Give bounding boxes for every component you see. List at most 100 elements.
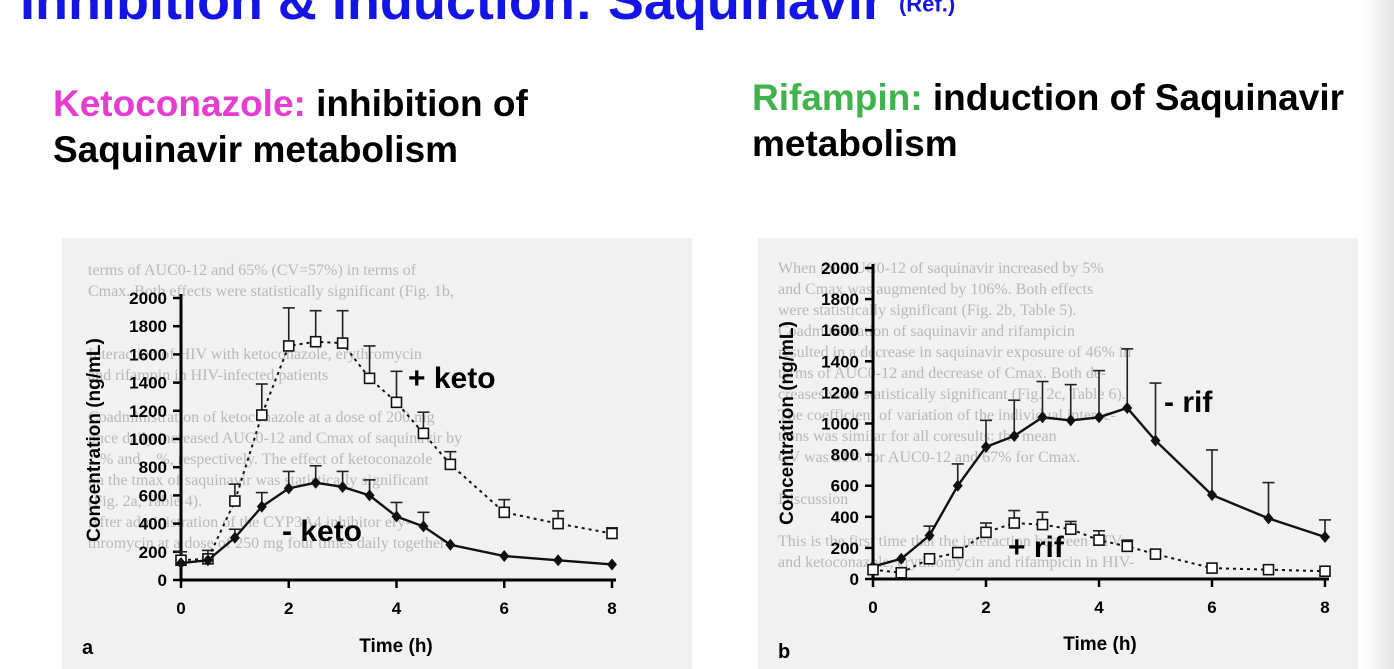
bg-line: When the AUC0-12 of saquinavir increased… bbox=[778, 260, 1104, 277]
data-point-diamond bbox=[256, 500, 267, 513]
data-point-square bbox=[1121, 540, 1134, 553]
data-point-diamond bbox=[1150, 434, 1161, 447]
y-tick-label: 1200 bbox=[129, 402, 167, 421]
x-tick-label: 6 bbox=[500, 599, 509, 618]
data-point-diamond bbox=[1320, 531, 1330, 544]
data-point-square bbox=[1206, 562, 1218, 574]
data-point-square bbox=[256, 409, 268, 421]
panel-letter: b bbox=[778, 641, 790, 663]
bg-line: The coefficient of variation of the indi… bbox=[778, 407, 1116, 424]
data-point-square bbox=[282, 340, 295, 352]
bg-line: tions was similar for all coresults: the… bbox=[778, 428, 1057, 445]
data-point-diamond bbox=[1122, 401, 1133, 414]
bg-line: Interaction of HIV with ketoconazole, er… bbox=[88, 346, 422, 363]
bg-line: resulted in a decrease in saquinavir exp… bbox=[778, 344, 1132, 361]
data-point-square bbox=[606, 527, 618, 540]
data-point-square bbox=[1064, 523, 1077, 536]
y-tick-label: 1800 bbox=[821, 290, 859, 309]
bg-line: This is the first time that the interact… bbox=[778, 533, 1123, 550]
slide-title: Inhibition & Induction: Saquinavir (Ref.… bbox=[20, 0, 955, 32]
series-line bbox=[180, 340, 613, 562]
data-point-square bbox=[867, 563, 879, 576]
bg-line: ...% and ...%, respectively. The effect … bbox=[88, 451, 433, 468]
data-point-square bbox=[895, 566, 908, 579]
figure-b: When the AUC0-12 of saquinavir increased… bbox=[758, 238, 1358, 669]
series-line bbox=[872, 406, 1326, 568]
y-tick-label: 1800 bbox=[129, 317, 167, 336]
data-point-diamond bbox=[1037, 411, 1048, 424]
bg-line: were statistically significant (Fig. 2b,… bbox=[778, 302, 1077, 319]
x-tick-label: 2 bbox=[981, 598, 990, 617]
data-point-diamond bbox=[1263, 512, 1274, 525]
y-tick-label: 1200 bbox=[821, 383, 859, 402]
series-dashed bbox=[867, 509, 1331, 579]
data-point-diamond bbox=[1009, 429, 1020, 442]
data-point-diamond bbox=[337, 480, 348, 493]
x-tick-label: 0 bbox=[868, 598, 877, 617]
heading-text-inhibition: inhibition of Saquinavir metabolism bbox=[53, 83, 528, 170]
data-point-diamond bbox=[607, 558, 617, 571]
bg-line: terms of AUC0-12 and decrease of Cmax. B… bbox=[778, 365, 1107, 382]
heading-highlight-rifampin: Rifampin: bbox=[752, 77, 923, 118]
bg-line: terms of AUC0-12 and 65% (CV=57%) in ter… bbox=[88, 262, 417, 279]
y-tick-label: 600 bbox=[831, 477, 859, 496]
data-point-square bbox=[552, 517, 564, 530]
data-point-square bbox=[1319, 565, 1331, 578]
data-point-diamond bbox=[553, 554, 564, 567]
y-tick-label: 0 bbox=[158, 571, 167, 590]
right-edge-shadow bbox=[1364, 0, 1394, 669]
y-tick-label: 0 bbox=[850, 570, 859, 589]
y-tick-label: 200 bbox=[831, 539, 859, 558]
y-tick-label: 1000 bbox=[129, 430, 167, 449]
background-text-left: terms of AUC0-12 and 65% (CV=57%) in ter… bbox=[88, 260, 688, 554]
y-tick-label: 400 bbox=[831, 508, 859, 527]
y-tick-label: 1600 bbox=[821, 321, 859, 340]
series-line bbox=[180, 481, 613, 566]
bg-line: creases were statistically significant (… bbox=[778, 386, 1126, 403]
y-tick-label: 1400 bbox=[129, 374, 167, 393]
data-point-square bbox=[1008, 517, 1021, 529]
data-point-diamond bbox=[1207, 489, 1217, 502]
heading-rifampin: Rifampin: induction of Saquinavir metabo… bbox=[752, 75, 1372, 167]
series-annotation: - rif bbox=[1164, 386, 1213, 419]
x-tick-label: 0 bbox=[176, 599, 185, 618]
bg-line: and rifampin in HIV-infected patients bbox=[88, 367, 329, 384]
data-point-square bbox=[1093, 534, 1105, 546]
data-point-diamond bbox=[1094, 411, 1104, 424]
slide-title-note: (Ref.) bbox=[898, 0, 956, 17]
x-tick-label: 8 bbox=[1320, 598, 1329, 617]
data-point-diamond bbox=[391, 510, 402, 523]
background-text-right: When the AUC0-12 of saquinavir increased… bbox=[778, 258, 1358, 573]
data-point-square bbox=[1149, 548, 1162, 560]
data-point-diamond bbox=[176, 557, 186, 570]
heading-highlight-ketoconazole: Ketoconazole: bbox=[53, 83, 306, 124]
x-tick-label: 4 bbox=[1094, 598, 1104, 617]
bg-line: Discussion bbox=[778, 491, 849, 508]
x-tick-label: 6 bbox=[1207, 598, 1216, 617]
data-point-diamond bbox=[202, 554, 213, 567]
x-tick-label: 2 bbox=[284, 599, 293, 618]
series-annotation: - keto bbox=[282, 515, 362, 548]
y-tick-label: 2000 bbox=[821, 259, 859, 278]
data-point-square bbox=[1262, 563, 1275, 576]
data-point-diamond bbox=[310, 476, 321, 489]
data-point-diamond bbox=[952, 479, 963, 492]
y-tick-label: 400 bbox=[139, 515, 167, 534]
data-point-square bbox=[951, 546, 964, 559]
data-point-diamond bbox=[896, 552, 907, 565]
x-tick-label: 8 bbox=[607, 599, 616, 618]
data-point-diamond bbox=[981, 440, 991, 453]
data-point-square bbox=[229, 495, 241, 507]
data-point-square bbox=[498, 506, 511, 519]
bg-line: CV was 51% for AUC0-12 and 67% for Cmax. bbox=[778, 449, 1081, 466]
x-axis-title: Time (h) bbox=[1063, 634, 1137, 655]
data-point-diamond bbox=[283, 482, 294, 495]
data-point-diamond bbox=[924, 529, 935, 542]
y-tick-label: 800 bbox=[139, 458, 167, 477]
y-tick-label: 800 bbox=[831, 446, 859, 465]
panel-letter: a bbox=[82, 637, 94, 659]
heading-text-induction: induction of Saquinavir metabolism bbox=[752, 77, 1345, 164]
y-axis-title: Concentration (ng/mL) bbox=[777, 321, 798, 525]
data-point-diamond bbox=[229, 531, 240, 544]
